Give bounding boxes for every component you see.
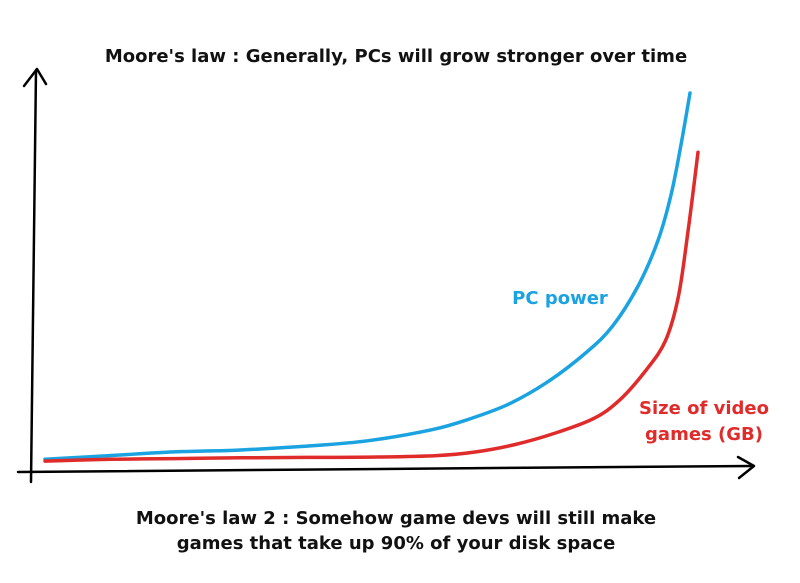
- series-line-pc-power: [43, 91, 692, 462]
- series-labels: PC power Size of video games (GB): [512, 288, 769, 445]
- x-axis-arrowhead: [736, 455, 756, 480]
- series-label-line: Size of video: [639, 398, 769, 419]
- series-label-line: PC power: [512, 288, 608, 309]
- x-axis-line: [16, 464, 754, 474]
- y-axis-line: [29, 68, 38, 484]
- chart-title: Moore's law : Generally, PCs will grow s…: [105, 46, 687, 67]
- series-layer: [43, 91, 700, 463]
- caption-line-1: Moore's law 2 : Somehow game devs will s…: [136, 508, 656, 529]
- series-line-video-game-size: [43, 150, 700, 463]
- series-label-pc-power: PC power: [512, 288, 608, 309]
- series-label-video-game-size: Size of video games (GB): [639, 398, 769, 445]
- axes: [16, 67, 756, 484]
- caption-line-2: games that take up 90% of your disk spac…: [177, 533, 616, 554]
- series-label-line: games (GB): [645, 424, 763, 445]
- y-axis-arrowhead: [22, 67, 48, 88]
